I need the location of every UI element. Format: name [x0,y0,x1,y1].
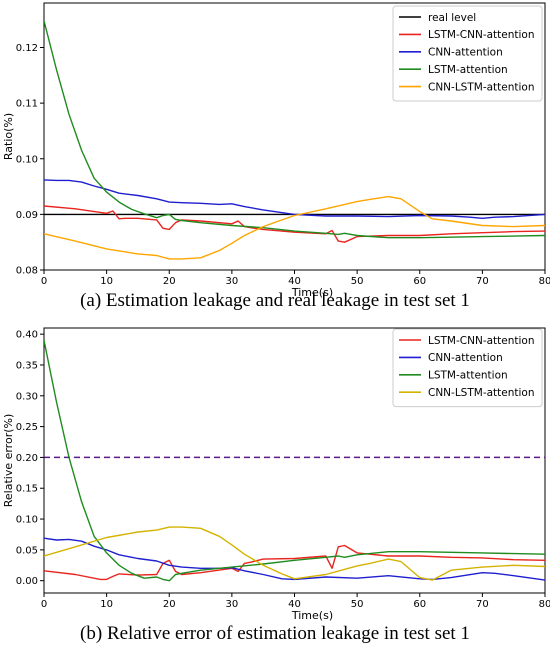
legend-label: LSTM-CNN-attention [428,335,535,347]
x-tick-label: 30 [226,599,239,610]
x-tick-label: 40 [288,276,301,287]
legend-label: LSTM-CNN-attention [428,29,535,41]
caption-a: (a) Estimation leakage and real leakage … [80,290,470,311]
series-line-cnn-lstm-attention [44,526,545,581]
y-tick-label: 0.20 [16,453,38,464]
x-tick-label: 10 [100,599,113,610]
chart-a: 0 10 20 30 40 50 60 70 80 0.08 0.09 0.10 0.11 0.12 Tim… [2,2,550,299]
x-tick-label: 80 [539,276,550,287]
legend-label: CNN-LSTM-attention [428,387,535,399]
x-axis-label: Time(s) [291,286,333,299]
series-line-cnn-attention [44,179,545,220]
series-line-lstm-attention [44,20,545,239]
x-tick-label: 20 [163,599,176,610]
y-tick-label: 0.35 [16,360,38,371]
x-tick-label: 60 [413,599,426,610]
legend-label: LSTM-attention [428,64,508,76]
chart-b: 0 10 20 30 40 50 60 70 80 0.00 0.05 0.10 0.15 0.20 0.2… [2,327,550,622]
x-tick-label: 70 [476,276,489,287]
legend-b: LSTM-CNN-attention CNN-attention LSTM-atte… [392,328,543,408]
x-tick-label: 50 [351,599,364,610]
x-tick-label: 10 [100,276,113,287]
y-tick-label: 0.25 [16,422,38,433]
y-tick-label: 0.08 [16,266,38,277]
y-tick-label: 0.11 [16,99,38,110]
y-tick-label: 0.00 [16,576,38,587]
y-axis-label: Ratio(%) [2,113,15,160]
legend-box [392,328,543,408]
x-tick-label: 0 [41,599,47,610]
series-group-a [44,20,545,260]
legend-label: CNN-attention [428,47,503,59]
x-tick-label: 30 [226,276,239,287]
series-line-lstm-attention [44,340,545,582]
y-tick-label: 0.10 [16,154,38,165]
x-tick-label: 40 [288,599,301,610]
legend-label: LSTM-attention [428,370,508,382]
y-tick-label: 0.40 [16,330,38,341]
x-tick-label: 70 [476,599,489,610]
x-tick-label: 50 [351,276,364,287]
series-line-cnn-lstm-attention [44,195,545,260]
series-line-lstm-cnn-attention [44,544,545,581]
x-axis-label: Time(s) [291,609,333,622]
legend-label: CNN-attention [428,352,503,364]
series-group-b [44,340,545,582]
series-line-lstm-cnn-attention [44,205,545,243]
y-axis-label: Relative error(%) [2,414,15,508]
legend-label: CNN-LSTM-attention [428,81,535,93]
y-tick-label: 0.12 [16,43,38,54]
legend-label: real level [428,12,476,24]
legend-box [392,5,543,102]
x-tick-label: 0 [41,276,47,287]
series-line-cnn-attention [44,537,545,581]
x-tick-label: 60 [413,276,426,287]
y-tick-label: 0.05 [16,545,38,556]
legend-a: real level LSTM-CNN-attention CNN-attentio… [392,5,543,102]
y-tick-label: 0.10 [16,515,38,526]
caption-b: (b) Relative error of estimation leakage… [80,623,470,644]
y-tick-label: 0.30 [16,391,38,402]
y-tick-label: 0.15 [16,484,38,495]
x-tick-label: 80 [539,599,550,610]
y-tick-label: 0.09 [16,210,38,221]
x-tick-label: 20 [163,276,176,287]
